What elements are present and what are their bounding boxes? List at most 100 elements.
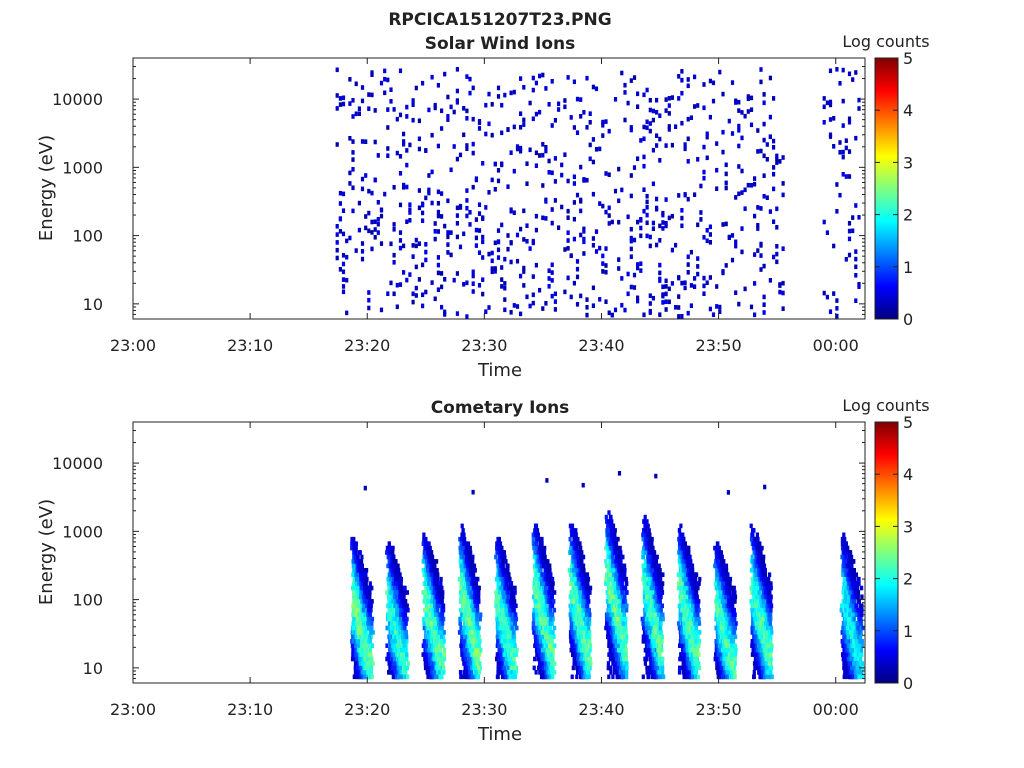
cometary-count-cell xyxy=(551,665,555,671)
cometary-count-cell xyxy=(399,612,403,617)
cometary-count-cell xyxy=(405,656,409,662)
cometary-count-cell xyxy=(442,665,446,671)
solar-wind-count-cell xyxy=(386,77,390,83)
solar-wind-count-cell xyxy=(557,101,561,107)
solar-wind-count-cell xyxy=(367,106,371,111)
solar-wind-count-cell xyxy=(348,170,352,176)
cometary-count-cell xyxy=(400,599,404,604)
solar-wind-count-cell xyxy=(411,117,415,123)
solar-wind-count-cell xyxy=(389,87,393,92)
solar-wind-count-cell xyxy=(655,133,659,138)
cometary-count-cell xyxy=(387,585,391,591)
solar-wind-count-cell xyxy=(664,291,668,297)
cometary-count-cell xyxy=(425,670,429,675)
solar-wind-count-cell xyxy=(775,259,779,265)
solar-wind-count-cell xyxy=(636,91,640,97)
cometary-count-cell xyxy=(497,590,501,595)
cometary-count-cell xyxy=(538,661,542,666)
cometary-count-cell xyxy=(477,599,481,604)
cometary-count-cell xyxy=(357,559,361,564)
cometary-count-cell xyxy=(355,581,359,586)
solar-wind-count-cell xyxy=(737,143,741,149)
solar-wind-count-cell xyxy=(443,223,447,229)
cometary-count-cell xyxy=(544,590,548,595)
cometary-count-cell xyxy=(514,652,518,657)
cometary-count-cell xyxy=(468,656,472,662)
solar-wind-count-cell xyxy=(768,75,772,81)
cometary-count-cell xyxy=(511,630,515,635)
cometary-count-cell xyxy=(398,665,403,671)
solar-wind-count-cell xyxy=(648,97,652,103)
cometary-count-cell xyxy=(424,585,428,591)
solar-wind-count-cell xyxy=(379,241,384,246)
cometary-count-cell xyxy=(476,661,480,666)
cometary-count-cell xyxy=(364,647,368,653)
solar-wind-count-cell xyxy=(775,160,779,165)
cometary-count-cell xyxy=(429,572,433,577)
cometary-count-cell xyxy=(398,572,402,577)
solar-wind-count-cell xyxy=(348,181,352,186)
cometary-count-cell xyxy=(398,674,402,680)
solar-wind-count-cell xyxy=(345,238,349,244)
solar-wind-count-cell xyxy=(436,143,440,149)
cometary-count-cell xyxy=(535,528,540,533)
cometary-count-cell xyxy=(512,656,516,662)
solar-wind-count-cell xyxy=(566,75,570,80)
solar-wind-count-cell xyxy=(636,104,640,109)
solar-wind-count-cell xyxy=(772,145,776,150)
cometary-count-cell xyxy=(496,639,500,644)
cometary-count-cell xyxy=(361,634,365,640)
cometary-count-cell xyxy=(403,590,407,595)
solar-wind-count-cell xyxy=(541,183,545,188)
solar-wind-count-cell xyxy=(604,171,608,176)
cometary-count-cell xyxy=(506,594,510,600)
cometary-count-cell xyxy=(433,585,437,591)
solar-wind-count-cell xyxy=(759,253,763,258)
solar-wind-count-cell xyxy=(591,303,595,308)
cometary-count-cell xyxy=(442,652,446,657)
cometary-count-cell xyxy=(368,665,372,671)
solar-wind-count-cell xyxy=(433,229,437,234)
cometary-count-cell xyxy=(363,585,367,591)
solar-wind-count-cell xyxy=(490,258,494,264)
solar-wind-count-cell xyxy=(718,309,722,314)
cometary-count-cell xyxy=(393,670,397,675)
solar-wind-count-cell xyxy=(854,264,858,270)
solar-wind-count-cell xyxy=(847,174,852,179)
cometary-count-cell xyxy=(368,590,372,595)
solar-wind-count-cell xyxy=(683,142,687,147)
cometary-count-cell xyxy=(432,568,436,573)
cometary-count-cell xyxy=(466,612,471,617)
solar-wind-count-cell xyxy=(455,67,459,72)
cometary-count-cell xyxy=(573,625,577,631)
solar-wind-count-cell xyxy=(620,70,624,76)
solar-wind-count-cell xyxy=(528,100,532,106)
cometary-count-cell xyxy=(500,639,504,644)
solar-wind-count-cell xyxy=(357,227,361,233)
cometary-count-cell xyxy=(352,674,356,680)
solar-wind-count-cell xyxy=(474,227,478,233)
solar-wind-count-cell xyxy=(727,118,731,124)
cometary-count-cell xyxy=(574,536,578,542)
solar-wind-count-cell xyxy=(468,222,472,227)
cometary-count-cell xyxy=(510,625,514,631)
cometary-count-cell xyxy=(396,563,400,569)
cometary-count-cell xyxy=(544,656,548,662)
cometary-count-cell xyxy=(475,643,479,648)
solar-wind-count-cell xyxy=(591,236,595,241)
cometary-count-cell xyxy=(538,625,542,631)
cometary-count-cell xyxy=(473,603,477,609)
cometary-count-cell xyxy=(508,661,512,666)
cometary-count-cell xyxy=(502,630,506,635)
cometary-count-cell xyxy=(462,634,467,640)
solar-wind-count-cell xyxy=(443,277,447,282)
solar-wind-count-cell xyxy=(572,174,576,180)
solar-wind-count-cell xyxy=(468,90,472,96)
cometary-count-cell xyxy=(541,581,545,586)
solar-wind-count-cell xyxy=(534,227,538,233)
cometary-count-cell xyxy=(507,585,511,591)
solar-wind-count-cell xyxy=(351,114,355,119)
solar-wind-count-cell xyxy=(557,107,561,112)
cometary-count-cell xyxy=(422,550,426,555)
solar-wind-count-cell xyxy=(506,246,510,252)
